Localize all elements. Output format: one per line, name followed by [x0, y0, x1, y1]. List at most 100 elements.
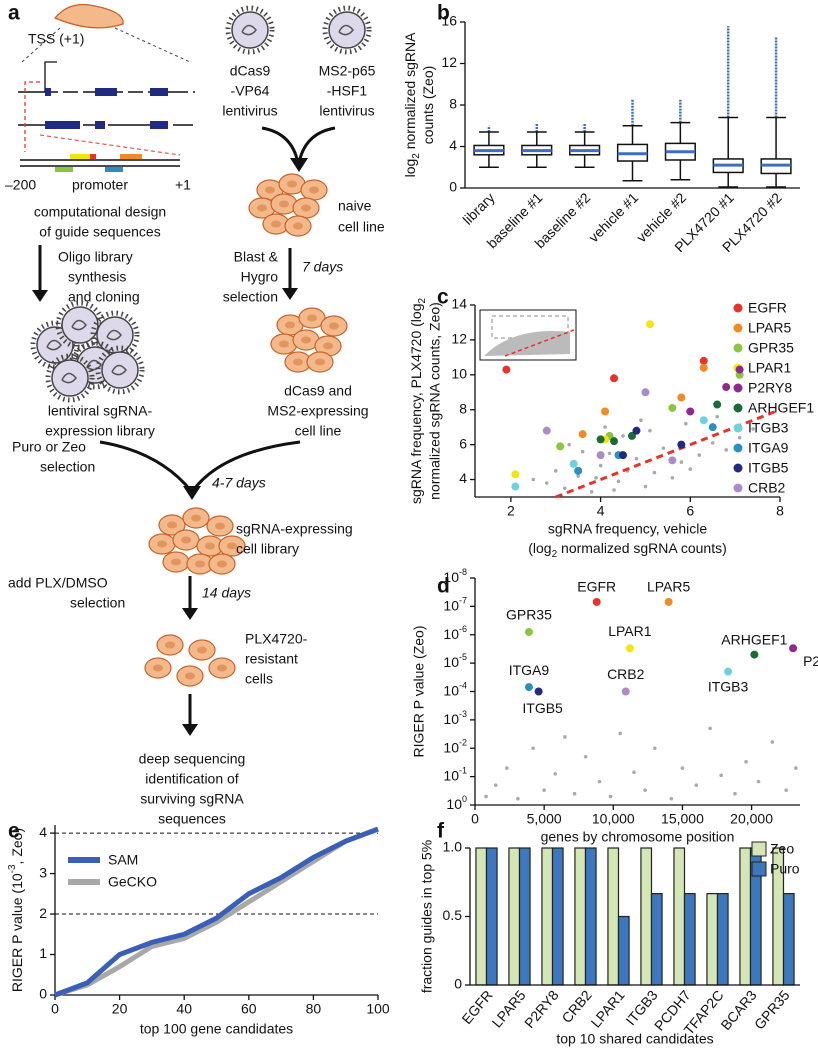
arrow: [261, 126, 336, 164]
background-point: [572, 791, 577, 796]
step-text: Oligo library: [58, 249, 133, 265]
legend-label: P2RY8: [748, 380, 792, 396]
background-point: [621, 434, 625, 438]
legend-swatch: [733, 343, 743, 353]
step-text: dCas9 and: [284, 383, 352, 399]
y-tick-label: 16: [441, 13, 457, 29]
bracket: [39, 134, 181, 156]
x-tick-label: 15,000: [661, 811, 704, 827]
cell-cluster: [144, 634, 236, 687]
legend-label: ITGA9: [748, 440, 789, 456]
virus-text: dCas9: [230, 63, 271, 79]
tick-base: 10: [443, 654, 459, 670]
y-tick-label: 6: [459, 435, 467, 451]
y-tick-label: 4: [459, 470, 467, 486]
x-tick-label: 80: [306, 1001, 322, 1017]
bar: [485, 847, 498, 986]
point: [578, 430, 587, 439]
step-text: selection: [40, 459, 95, 475]
y-tick-label: 0.5: [443, 907, 463, 923]
step-text: Blast &: [234, 249, 279, 265]
tick-base: 10: [443, 625, 459, 641]
legend-swatch: [751, 841, 767, 857]
exon: [150, 121, 168, 129]
y-axis-label: RIGER P value (10-3, Zeo): [7, 828, 25, 992]
background-point: [608, 794, 613, 799]
y-tick-label: 10-2: [443, 738, 467, 755]
exon: [95, 121, 105, 129]
step-text: lentiviral sgRNA-: [48, 403, 153, 419]
bar: [541, 847, 554, 986]
point: [699, 416, 708, 425]
x-tick-label: 0: [51, 1001, 59, 1017]
background-point: [484, 794, 488, 799]
point: [668, 456, 677, 465]
virus-library: [33, 303, 142, 400]
step-text: identification of: [145, 771, 239, 787]
background-point: [652, 470, 657, 475]
background-point: [724, 448, 728, 452]
step-text: Puro or Zeo: [12, 439, 86, 455]
x-tick-label: vehicle #1: [585, 189, 641, 245]
panel-label: d: [437, 575, 450, 598]
background-point: [493, 783, 498, 787]
bar: [683, 893, 696, 986]
legend-swatch: [733, 443, 743, 453]
background-point: [661, 446, 666, 450]
legend-swatch: [733, 483, 743, 493]
y-axis-label: RIGER P value (Zeo): [411, 625, 427, 757]
bar: [673, 847, 686, 986]
legend-swatch: [751, 861, 767, 877]
y-tick-label: 1.0: [443, 839, 463, 855]
legend-swatch: [733, 383, 743, 393]
point: [601, 407, 610, 416]
background-point: [639, 418, 643, 423]
point: [713, 400, 722, 409]
legend-label: Puro: [770, 861, 800, 877]
y-axis-label: log2 normalized sgRNA counts (Zeo): [402, 32, 436, 178]
x-tick-label: 8: [776, 503, 784, 519]
step-text: computational design: [34, 204, 166, 220]
bar: [518, 847, 531, 986]
point: [641, 388, 650, 397]
y-tick-label: 10-4: [443, 681, 467, 698]
legend-label: ITGB5: [748, 460, 789, 476]
point: [592, 597, 601, 606]
bar: [551, 847, 564, 986]
background-point: [598, 463, 603, 468]
x-tick-label: LPAR1: [588, 987, 628, 1031]
background-point: [616, 479, 621, 484]
cell-cluster: [248, 173, 328, 237]
point: [722, 383, 731, 392]
y-axis-label-part: sgRNA frequency, PLX4720 (log: [408, 304, 424, 505]
background-point: [733, 791, 737, 796]
x-tick-label: 2: [507, 503, 515, 519]
guide: [105, 167, 123, 172]
step-text: synthesis: [68, 269, 126, 285]
virus-text: -HSF1: [327, 83, 368, 99]
inset-diagonal: [504, 329, 575, 357]
background-point: [563, 735, 567, 739]
point: [596, 451, 605, 460]
background-point: [589, 489, 594, 494]
legend-label: ITGB3: [748, 420, 789, 436]
bar: [640, 847, 653, 986]
tick-exp: -7: [459, 596, 467, 606]
x-tick-label: 60: [241, 1001, 257, 1017]
duration: 14 days: [202, 585, 251, 601]
tick-base: 10: [443, 682, 459, 698]
point: [750, 650, 759, 659]
y-tick-label: 10-3: [443, 709, 467, 726]
legend-label: Zeo: [770, 841, 794, 857]
bar: [475, 847, 488, 986]
panel-label: c: [437, 286, 449, 309]
legend-label: GeCKO: [108, 874, 157, 890]
y-tick-label: 8: [449, 96, 457, 112]
y-axis-label-part: normalized sgRNA: [402, 32, 418, 153]
point: [699, 363, 708, 372]
point: [708, 423, 717, 432]
point-label: GPR35: [506, 607, 552, 623]
exon: [95, 88, 117, 96]
